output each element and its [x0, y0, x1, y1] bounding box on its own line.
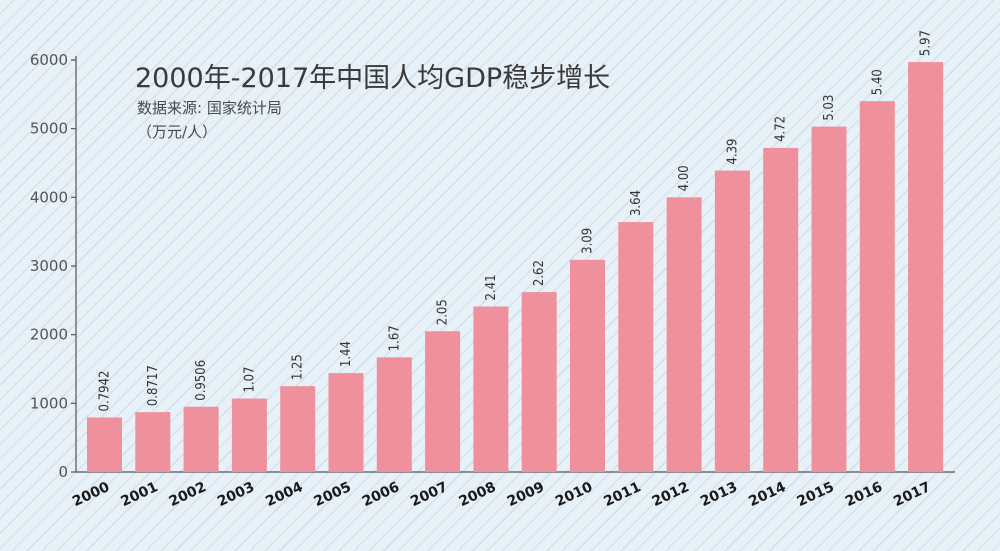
y-tick-label: 5000 [30, 120, 68, 138]
x-tick-label: 2004 [263, 479, 305, 510]
y-tick-label: 3000 [30, 257, 68, 275]
data-label: 0.9506 [194, 360, 209, 401]
x-tick-label: 2016 [843, 479, 885, 510]
data-label: 3.09 [581, 228, 596, 254]
chart-title: 2000年-2017年中国人均GDP稳步增长 [135, 63, 611, 94]
bar [714, 170, 750, 472]
data-label: 1.67 [387, 325, 402, 351]
bar [763, 147, 799, 473]
data-label: 5.03 [822, 95, 837, 121]
bar [811, 126, 847, 473]
x-tick-label: 2009 [505, 479, 547, 510]
data-label: 2.05 [436, 299, 451, 325]
y-tick-label: 2000 [30, 326, 68, 344]
x-tick-label: 2008 [457, 479, 499, 510]
x-tick-label: 2011 [601, 479, 643, 510]
bar [859, 101, 895, 472]
bar [666, 197, 702, 473]
data-label: 1.07 [242, 366, 257, 392]
data-label: 5.97 [919, 30, 934, 56]
bar [473, 306, 509, 472]
bar [328, 373, 364, 472]
x-tick-label: 2002 [167, 479, 209, 510]
chart-source: 数据来源: 国家统计局 [137, 99, 282, 117]
bar [618, 222, 654, 472]
bar [87, 417, 122, 472]
bar [231, 398, 267, 472]
x-tick-label: 2006 [360, 479, 402, 510]
y-tick-label: 0 [58, 463, 68, 481]
data-label: 4.00 [677, 165, 692, 191]
data-label: 3.64 [629, 190, 644, 216]
x-tick-label: 2010 [553, 479, 595, 510]
x-tick-label: 2005 [312, 479, 354, 510]
data-label: 1.25 [291, 354, 306, 380]
x-tick-label: 2001 [118, 479, 160, 510]
data-label: 1.44 [339, 341, 354, 367]
y-tick-label: 4000 [30, 188, 68, 206]
data-label: 2.62 [532, 260, 547, 286]
bar [570, 259, 605, 472]
bar [908, 62, 944, 473]
x-tick-label: 2014 [746, 479, 788, 510]
x-tick-label: 2003 [215, 479, 257, 510]
bar [280, 386, 316, 472]
bar [183, 406, 219, 472]
x-tick-label: 2015 [795, 479, 837, 510]
x-tick-label: 2017 [891, 479, 933, 510]
bar [135, 412, 171, 472]
x-tick-label: 2012 [650, 479, 692, 510]
x-tick-label: 2013 [698, 479, 740, 510]
data-label: 2.41 [484, 274, 499, 300]
bar [425, 331, 461, 472]
x-tick-label: 2007 [408, 479, 450, 510]
data-label: 0.8717 [146, 365, 161, 406]
y-tick-label: 6000 [30, 51, 68, 69]
y-tick-label: 1000 [30, 394, 68, 412]
data-label: 4.39 [725, 139, 740, 165]
bar [376, 357, 412, 472]
chart-unit: （万元/人） [137, 123, 218, 141]
data-label: 0.7942 [98, 371, 113, 412]
data-label: 4.72 [774, 116, 789, 142]
bar [521, 292, 557, 472]
x-tick-label: 2000 [70, 479, 112, 510]
data-label: 5.40 [870, 69, 885, 95]
